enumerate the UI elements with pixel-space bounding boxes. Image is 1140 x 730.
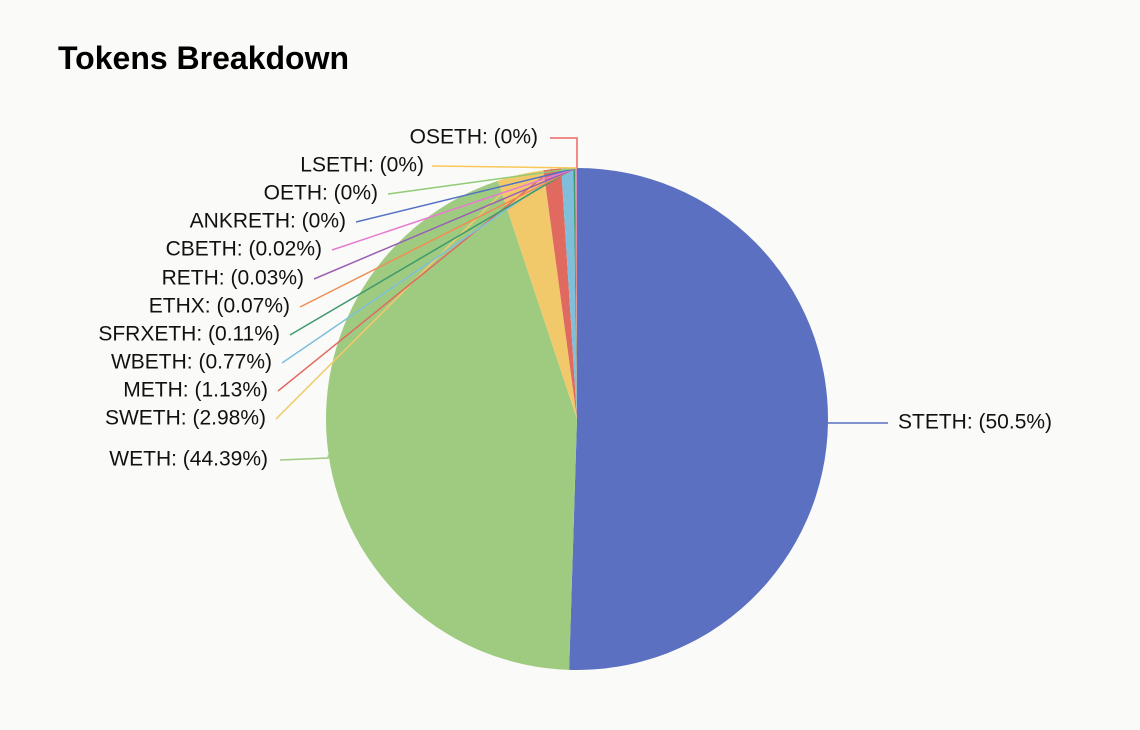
slice-label-oseth: OSETH: (0%) xyxy=(410,126,538,149)
slice-label-lseth: LSETH: (0%) xyxy=(300,154,424,177)
leader-line-meth xyxy=(277,168,553,392)
slice-label-ethx: ETHX: (0.07%) xyxy=(149,295,290,318)
slice-label-ankreth: ANKRETH: (0%) xyxy=(190,210,346,233)
pie-slice-sweth[interactable] xyxy=(497,170,577,419)
chart-title: Tokens Breakdown xyxy=(58,40,350,76)
pie-slice-sfrxeth[interactable] xyxy=(573,168,577,419)
leader-line-oeth xyxy=(387,167,578,195)
pie-labels: STETH: (50.5%) WETH: (44.39%) SWETH: (2.98… xyxy=(98,126,1052,471)
pie-slice-weth[interactable] xyxy=(325,180,577,670)
leader-line-weth xyxy=(279,455,330,461)
leader-line-lseth xyxy=(431,165,578,169)
leader-line-cbeth xyxy=(331,167,578,251)
leader-line-oseth xyxy=(550,137,578,168)
slice-label-reth: RETH: (0.03%) xyxy=(162,267,304,290)
leader-line-reth xyxy=(313,167,577,280)
pie-slice-reth[interactable] xyxy=(576,168,577,419)
pie-slice-meth[interactable] xyxy=(543,168,577,419)
pie-leader-lines xyxy=(275,137,888,461)
slice-label-weth: WETH: (44.39%) xyxy=(109,448,268,471)
slice-label-sfrxeth: SFRXETH: (0.11%) xyxy=(98,323,280,346)
slice-label-sweth: SWETH: (2.98%) xyxy=(105,407,266,430)
slice-label-steth: STETH: (50.5%) xyxy=(898,410,1052,433)
pie-slice-ethx[interactable] xyxy=(575,168,577,419)
leader-line-ankreth xyxy=(355,167,578,223)
leader-line-ethx xyxy=(299,167,576,308)
leader-line-sfrxeth xyxy=(289,167,575,336)
pie-slice-steth[interactable] xyxy=(569,168,828,670)
slice-label-cbeth: CBETH: (0.02%) xyxy=(166,238,322,261)
leader-line-sweth xyxy=(275,173,521,420)
pie-slice-wbeth[interactable] xyxy=(561,168,577,419)
pie-slices xyxy=(325,168,828,670)
slice-label-oeth: OETH: (0%) xyxy=(264,182,378,205)
slice-label-wbeth: WBETH: (0.77%) xyxy=(111,351,272,374)
slice-label-meth: METH: (1.13%) xyxy=(123,379,268,402)
